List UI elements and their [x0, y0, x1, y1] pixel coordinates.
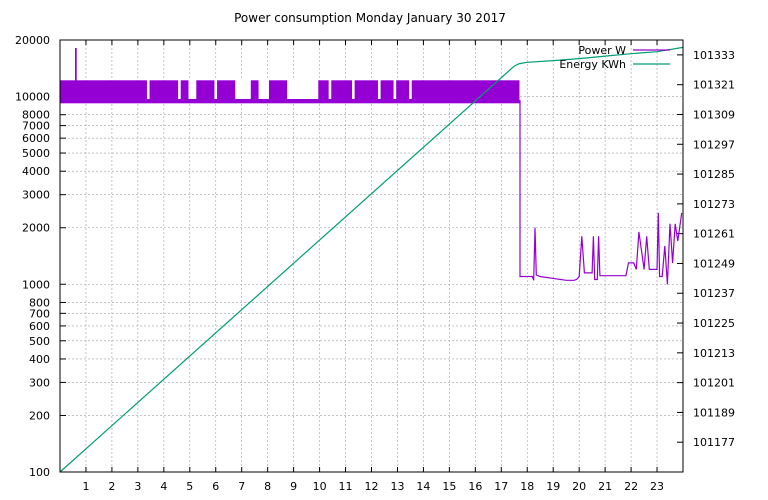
power-band-gap — [287, 79, 319, 99]
x-tick-label: 13 — [390, 480, 404, 493]
y-tick-label-right: 101321 — [693, 79, 735, 92]
x-tick-label: 17 — [494, 480, 508, 493]
x-tick-label: 5 — [186, 480, 193, 493]
power-band-gap — [235, 79, 251, 99]
energy-series-line — [59, 46, 684, 473]
y-tick-label-left: 200 — [29, 409, 50, 422]
x-tick-label: 22 — [624, 480, 638, 493]
x-tick-label: 3 — [134, 480, 141, 493]
x-tick-label: 2 — [108, 480, 115, 493]
y-tick-label-left: 100 — [29, 466, 50, 479]
power-band-gap — [377, 79, 381, 99]
y-tick-label-right: 101261 — [693, 228, 735, 241]
x-tick-label: 18 — [520, 480, 534, 493]
y-tick-label-right: 101309 — [693, 108, 735, 121]
y-tick-label-right: 101285 — [693, 168, 735, 181]
y-tick-label-left: 6000 — [22, 132, 50, 145]
x-tick-label: 16 — [468, 480, 482, 493]
y-tick-label-left: 600 — [29, 320, 50, 333]
power-band-gap — [146, 79, 150, 99]
x-tick-label: 1 — [82, 480, 89, 493]
legend-label-power: Power W — [578, 44, 626, 57]
power-band-gap — [393, 79, 397, 99]
y-tick-label-left: 3000 — [22, 189, 50, 202]
power-band-gap — [328, 79, 332, 99]
power-band-gap — [214, 79, 218, 99]
y-tick-label-right: 101297 — [693, 138, 735, 151]
power-band-gap — [352, 79, 355, 99]
y-tick-label-left: 4000 — [22, 165, 50, 178]
x-tick-label: 8 — [264, 480, 271, 493]
y-tick-label-right: 101189 — [693, 406, 735, 419]
power-series-line — [60, 48, 683, 285]
y-tick-label-right: 101213 — [693, 347, 735, 360]
y-tick-label-right: 101237 — [693, 287, 735, 300]
x-tick-label: 10 — [313, 480, 327, 493]
plot-frame — [59, 39, 684, 473]
y-tick-label-left: 10000 — [15, 91, 50, 104]
y-tick-label-left: 8000 — [22, 109, 50, 122]
right-y-axis: 101177 101189 101201 101213 101225 101237 1012… — [677, 49, 735, 449]
power-band-gap — [178, 79, 181, 99]
y-tick-label-right: 101201 — [693, 377, 735, 390]
grid-lines — [60, 40, 683, 472]
x-tick-label: 12 — [365, 480, 379, 493]
y-tick-label-left: 700 — [29, 307, 50, 320]
x-tick-label: 20 — [572, 480, 586, 493]
x-tick-label: 7 — [238, 480, 245, 493]
x-tick-label: 11 — [339, 480, 353, 493]
y-tick-label-left: 400 — [29, 353, 50, 366]
y-tick-label-left: 7000 — [22, 120, 50, 133]
y-tick-label-left: 500 — [29, 335, 50, 348]
chart-title: Power consumption Monday January 30 2017 — [234, 11, 506, 25]
x-tick-label: 19 — [546, 480, 560, 493]
y-tick-label-left: 300 — [29, 376, 50, 389]
y-tick-label-right: 101177 — [693, 436, 735, 449]
x-axis: 1 2 3 4 5 6 7 8 9 10 11 12 13 14 15 16 17 18 19 20 21 22 23 — [82, 40, 664, 493]
x-tick-label: 6 — [212, 480, 219, 493]
x-tick-label: 14 — [416, 480, 430, 493]
series-layer — [59, 46, 684, 473]
x-tick-label: 15 — [442, 480, 456, 493]
y-tick-label-left: 2000 — [22, 222, 50, 235]
y-tick-label-right: 101225 — [693, 317, 735, 330]
y-tick-label-left: 800 — [29, 296, 50, 309]
x-tick-label: 21 — [598, 480, 612, 493]
y-tick-label-left: 1000 — [22, 278, 50, 291]
y-tick-label-left: 20000 — [15, 34, 50, 47]
x-tick-label: 23 — [650, 480, 664, 493]
y-tick-label-right: 101249 — [693, 257, 735, 270]
x-tick-label: 9 — [290, 480, 297, 493]
x-tick-label: 4 — [160, 480, 167, 493]
legend: Power W Energy KWh — [559, 44, 670, 71]
y-tick-label-right: 101273 — [693, 198, 735, 211]
y-tick-label-right: 101333 — [693, 49, 735, 62]
y-tick-label-left: 5000 — [22, 147, 50, 160]
legend-label-energy: Energy KWh — [559, 58, 626, 71]
power-band-gap — [188, 79, 197, 99]
power-band-gap — [409, 79, 412, 99]
power-band-gap — [258, 79, 269, 99]
